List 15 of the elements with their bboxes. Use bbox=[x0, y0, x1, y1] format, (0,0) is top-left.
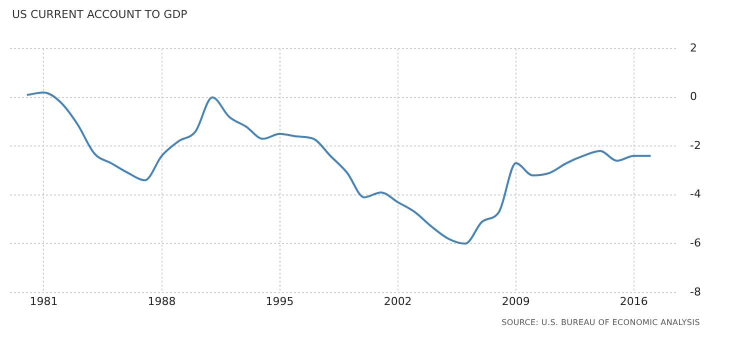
source-note: SOURCE: U.S. BUREAU OF ECONOMIC ANALYSIS bbox=[502, 318, 700, 327]
x-tick-label: 2016 bbox=[620, 294, 648, 308]
x-tick-label: 1988 bbox=[148, 294, 176, 308]
y-tick-label: -6 bbox=[690, 236, 701, 250]
y-tick-label: 0 bbox=[690, 90, 698, 104]
x-tick-label: 2002 bbox=[384, 294, 412, 308]
line-series bbox=[26, 91, 652, 245]
y-tick-label: -2 bbox=[690, 138, 701, 152]
x-tick-label: 1995 bbox=[266, 294, 294, 308]
y-tick-label: 2 bbox=[690, 41, 698, 54]
x-tick-label: 2009 bbox=[502, 294, 530, 308]
chart-title: US CURRENT ACCOUNT TO GDP bbox=[12, 8, 188, 21]
y-tick-label: -4 bbox=[690, 188, 701, 201]
x-tick-label: 1981 bbox=[30, 294, 58, 308]
y-tick-label: -8 bbox=[690, 285, 701, 298]
